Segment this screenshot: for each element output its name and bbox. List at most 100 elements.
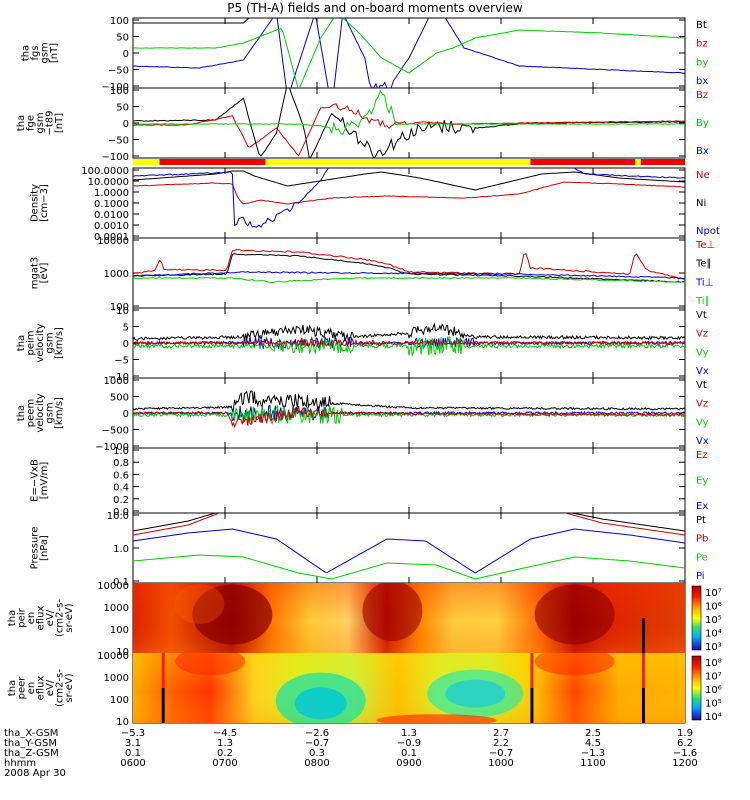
x-axis-value: 1100: [580, 758, 605, 769]
y-tick-label: −50: [108, 136, 129, 147]
legend-entry: Te∥: [695, 259, 712, 270]
series-bx: [133, 18, 685, 88]
colorbar-label: 10⁵: [705, 615, 722, 626]
x-axis-value: 4.5: [585, 738, 601, 749]
legend-entry: Ti∥: [695, 296, 710, 307]
y-tick-label: 10: [116, 717, 129, 728]
mode-segment: [530, 159, 636, 165]
y-axis-label: tha: [16, 405, 27, 421]
series-Bt: [133, 88, 685, 158]
y-axis-label: eflux: [36, 606, 47, 631]
x-axis-value: 1.3: [401, 728, 417, 739]
y-tick-label: 100: [110, 16, 129, 27]
y-axis-label: velocity: [35, 323, 46, 362]
y-tick-label: 50: [116, 33, 129, 44]
spectrogram-blob: [445, 679, 506, 708]
y-axis-label: en: [26, 612, 37, 625]
x-axis-value: −1.3: [581, 748, 605, 759]
y-tick-label: 100: [110, 625, 129, 636]
y-axis-label: tha: [7, 680, 18, 696]
x-axis-value: 1200: [672, 758, 697, 769]
y-axis-label: peim: [26, 330, 37, 355]
series-Npot: [133, 168, 685, 228]
y-axis-label: [cm−3]: [39, 184, 50, 222]
series-Vz: [133, 406, 685, 429]
mode-status-bar: [133, 159, 685, 165]
data-gap-bar: [641, 653, 645, 688]
legend-entry: bx: [696, 76, 708, 87]
y-axis-label: Density: [30, 184, 41, 222]
legend-entry: Ey: [696, 476, 708, 487]
colorbar-label: 10⁴: [705, 629, 722, 640]
colorbar-label: 10⁶: [705, 602, 722, 613]
traces-fgs: [133, 18, 685, 88]
mode-segment: [133, 159, 160, 165]
y-axis-label: sr-eV): [64, 603, 75, 632]
legend-entry: Bz: [696, 90, 708, 101]
series-Pt: [133, 513, 685, 532]
y-axis-label: gsm: [40, 42, 51, 63]
legend-entry: Vt: [696, 310, 707, 321]
spectrogram-blob: [534, 584, 615, 645]
series-By: [133, 89, 685, 136]
panel-temp: 10000 1000 100 mgat3[eV] Te⊥ Te∥ Ti⊥ Ti∥: [30, 236, 716, 313]
y-tick-label: 100: [110, 86, 129, 97]
y-tick-label: 500: [110, 393, 129, 404]
series-Vy: [133, 404, 685, 426]
y-tick-label: 100: [110, 695, 129, 706]
y-tick-label: 1000: [104, 269, 129, 280]
legend-entry: by: [696, 57, 708, 68]
data-gap-bar: [161, 688, 165, 723]
panel-efield: 1.00.80.6 0.40.20.0 E=−VxB[mV/m] Ez Ey Ex: [30, 446, 709, 518]
legend-entry: Bt: [696, 20, 707, 31]
legend-entry: Vz: [696, 399, 708, 410]
y-axis-label: sr-eV): [64, 673, 75, 702]
y-axis-label: Pressure: [30, 527, 41, 570]
series-Ti-par: [133, 276, 685, 284]
series-Vy: [133, 336, 685, 358]
x-axis-value: 3.1: [125, 738, 141, 749]
spectrogram-blob: [175, 653, 246, 676]
y-tick-label: 0: [123, 49, 129, 60]
spectrogram-blob: [376, 714, 497, 723]
x-axis-value: −0.7: [489, 748, 513, 759]
y-tick-label: −100: [102, 82, 129, 93]
legend-entry: Vx: [696, 366, 709, 377]
y-tick-label: 50: [116, 103, 129, 114]
x-axis-row-label: tha_Y-GSM: [4, 738, 57, 749]
panel-frame: [132, 17, 686, 89]
y-axis-label: peir: [17, 607, 28, 627]
spectrogram-blob: [192, 584, 273, 645]
x-axis-value: 2.2: [493, 738, 509, 749]
x-axis-value: 1.3: [217, 738, 233, 749]
legend-entry: Vy: [696, 417, 709, 428]
x-axis-value: 0.2: [217, 748, 233, 759]
series-Bz: [133, 103, 685, 157]
y-tick-label: 0.1: [113, 577, 129, 588]
legend-entry: Ti⊥: [695, 277, 713, 288]
y-tick-label: 0.0: [113, 507, 129, 518]
data-gap-bar: [641, 618, 645, 653]
colorbar: [691, 585, 702, 651]
series-Pe: [133, 554, 685, 580]
x-axis-value: 2.7: [493, 728, 509, 739]
y-axis-label: −t89: [45, 110, 56, 135]
x-axis-table: tha_X-GSMtha_Y-GSMtha_Z-GSMhhmm−5.33.10.…: [4, 728, 698, 779]
series-by: [133, 18, 685, 88]
y-axis-label: peem: [26, 399, 37, 427]
y-tick-label: 0.0001: [94, 232, 129, 243]
y-tick-label: −10: [108, 372, 129, 383]
series-Te-perp: [133, 248, 685, 280]
legend-entry: Bx: [696, 146, 709, 157]
x-axis-value: −2.6: [305, 728, 329, 739]
y-axis-label: eV/: [45, 609, 56, 626]
series-Vz: [133, 338, 685, 348]
x-axis-value: 0600: [120, 758, 145, 769]
y-axis-label: [nT]: [49, 43, 60, 63]
y-tick-label: 100: [110, 302, 129, 313]
legend-entry: Vy: [696, 347, 709, 358]
colorbar-label: 10⁸: [705, 658, 722, 669]
y-tick-label: 0: [123, 119, 129, 130]
x-axis-value: 2.5: [585, 728, 601, 739]
y-axis-label: [eV]: [39, 263, 50, 284]
